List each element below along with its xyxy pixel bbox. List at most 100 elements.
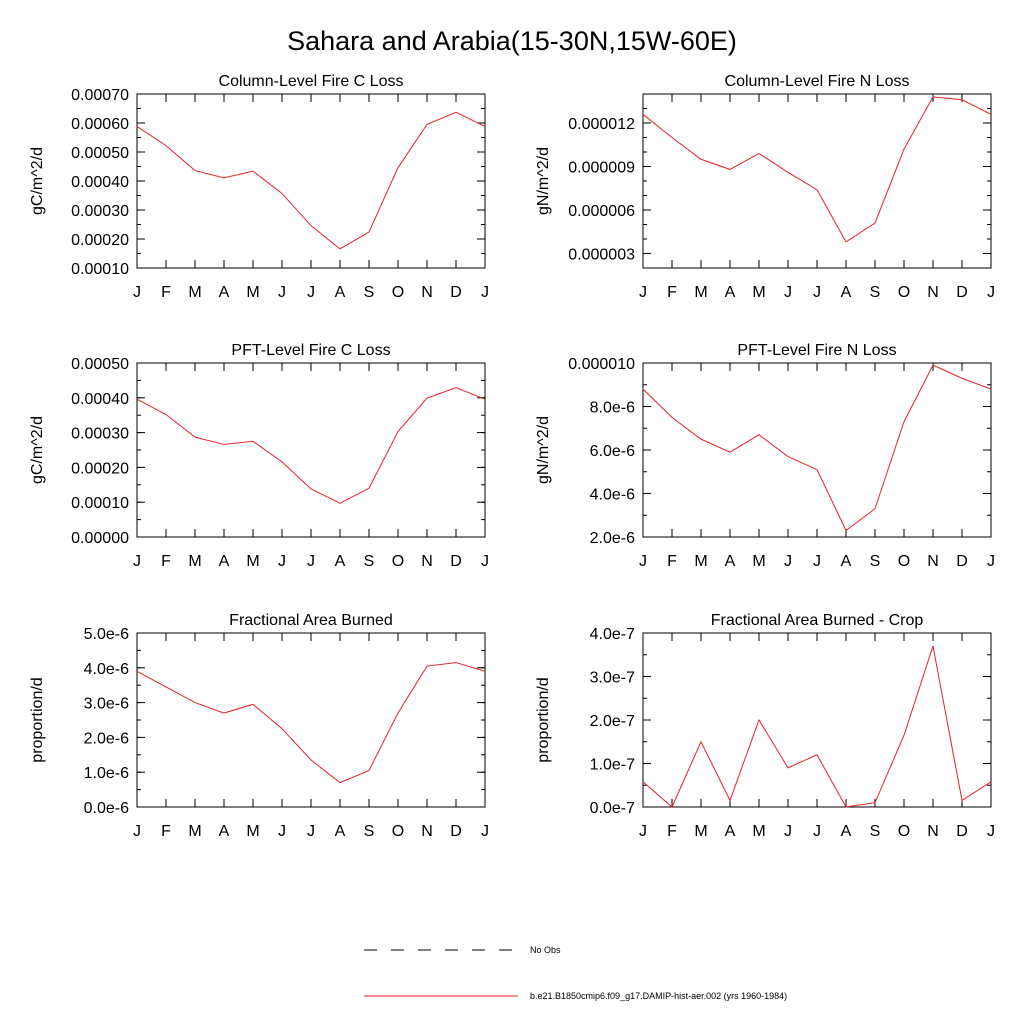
series-line <box>136 111 486 250</box>
x-tick-label: J <box>481 823 489 840</box>
x-tick-label: J <box>987 284 995 301</box>
y-tick-label: 2.0e-7 <box>590 713 635 730</box>
y-axis-label: gC/m^2/d <box>29 416 46 484</box>
y-tick-label: 2.0e-6 <box>84 730 129 747</box>
y-tick-label: 1.0e-6 <box>84 765 129 782</box>
x-tick-label: A <box>335 553 346 570</box>
x-tick-label: S <box>870 553 881 570</box>
plot-frame <box>642 632 992 808</box>
x-tick-label: J <box>133 284 141 301</box>
legend-entry-no-obs: No Obs <box>364 945 561 955</box>
x-tick-label: M <box>188 284 201 301</box>
x-tick-label: S <box>870 823 881 840</box>
y-tick-label: 0.00050 <box>71 145 129 162</box>
plot-frame <box>136 632 486 808</box>
y-tick-label: 0.000003 <box>568 247 635 264</box>
x-tick-label: A <box>335 284 346 301</box>
y-tick-label: 1.0e-7 <box>590 757 635 774</box>
x-tick-label: J <box>307 823 315 840</box>
y-tick-label: 0.00010 <box>71 261 129 278</box>
x-tick-label: M <box>752 553 765 570</box>
x-tick-label: J <box>481 284 489 301</box>
x-tick-label: N <box>927 823 939 840</box>
x-tick-label: J <box>813 553 821 570</box>
x-tick-label: O <box>898 284 910 301</box>
y-tick-label: 4.0e-7 <box>590 626 635 643</box>
y-axis-label: proportion/d <box>29 677 46 762</box>
y-axis-label: gC/m^2/d <box>29 147 46 215</box>
x-tick-label: J <box>784 553 792 570</box>
y-tick-label: 0.000010 <box>568 356 635 373</box>
x-tick-label: J <box>278 823 286 840</box>
x-tick-label: M <box>246 284 259 301</box>
y-tick-label: 0.00040 <box>71 391 129 408</box>
x-tick-label: J <box>481 553 489 570</box>
y-tick-label: 0.00000 <box>71 530 129 547</box>
x-tick-label: M <box>694 553 707 570</box>
x-tick-label: O <box>898 823 910 840</box>
x-tick-label: N <box>421 823 433 840</box>
x-tick-label: D <box>450 553 462 570</box>
panel-title: PFT-Level Fire C Loss <box>231 342 390 359</box>
x-tick-label: O <box>898 553 910 570</box>
y-tick-label: 3.0e-6 <box>84 696 129 713</box>
legend-entry-model: b.e21.B1850cmip6.f09_g17.DAMIP-hist-aer.… <box>364 991 787 1001</box>
y-tick-label: 8.0e-6 <box>590 400 635 417</box>
y-tick-label: 0.00070 <box>71 87 129 104</box>
x-tick-label: A <box>841 284 852 301</box>
series-line <box>136 387 486 504</box>
x-tick-label: J <box>133 823 141 840</box>
x-tick-label: F <box>161 823 171 840</box>
x-tick-label: N <box>927 284 939 301</box>
x-tick-label: J <box>987 553 995 570</box>
y-axis-label: gN/m^2/d <box>535 416 552 484</box>
y-tick-label: 0.00060 <box>71 116 129 133</box>
y-tick-label: 0.000009 <box>568 160 635 177</box>
x-tick-label: D <box>956 553 968 570</box>
x-tick-label: J <box>307 553 315 570</box>
x-tick-label: D <box>956 823 968 840</box>
series-line <box>642 364 992 532</box>
x-tick-label: J <box>278 553 286 570</box>
x-tick-label: J <box>133 553 141 570</box>
x-tick-label: J <box>639 553 647 570</box>
y-tick-label: 0.00030 <box>71 426 129 443</box>
y-tick-label: 5.0e-6 <box>84 626 129 643</box>
x-tick-label: M <box>246 553 259 570</box>
x-tick-label: A <box>725 823 736 840</box>
x-tick-label: J <box>784 284 792 301</box>
x-tick-label: J <box>813 823 821 840</box>
x-tick-label: M <box>246 823 259 840</box>
plot-frame <box>642 362 992 538</box>
x-tick-label: A <box>725 553 736 570</box>
series-line <box>642 96 992 243</box>
y-tick-label: 0.000012 <box>568 116 635 133</box>
x-tick-label: A <box>219 823 230 840</box>
x-tick-label: M <box>752 823 765 840</box>
x-tick-label: J <box>987 823 995 840</box>
series-line <box>136 662 486 784</box>
panel-title: Column-Level Fire N Loss <box>725 73 910 90</box>
plot-frame <box>136 93 486 269</box>
x-tick-label: J <box>278 284 286 301</box>
x-tick-label: A <box>841 823 852 840</box>
x-tick-label: A <box>725 284 736 301</box>
y-tick-label: 0.00010 <box>71 495 129 512</box>
x-tick-label: O <box>392 553 404 570</box>
y-tick-label: 0.00030 <box>71 203 129 220</box>
x-tick-label: A <box>335 823 346 840</box>
x-tick-label: J <box>639 284 647 301</box>
panel-title: Fractional Area Burned <box>229 612 393 629</box>
x-tick-label: D <box>450 284 462 301</box>
panel-title: Fractional Area Burned - Crop <box>711 612 924 629</box>
y-tick-label: 0.00050 <box>71 356 129 373</box>
y-tick-label: 0.000006 <box>568 203 635 220</box>
x-tick-label: M <box>694 284 707 301</box>
x-tick-label: A <box>219 553 230 570</box>
y-tick-label: 6.0e-6 <box>590 443 635 460</box>
x-tick-label: F <box>161 284 171 301</box>
